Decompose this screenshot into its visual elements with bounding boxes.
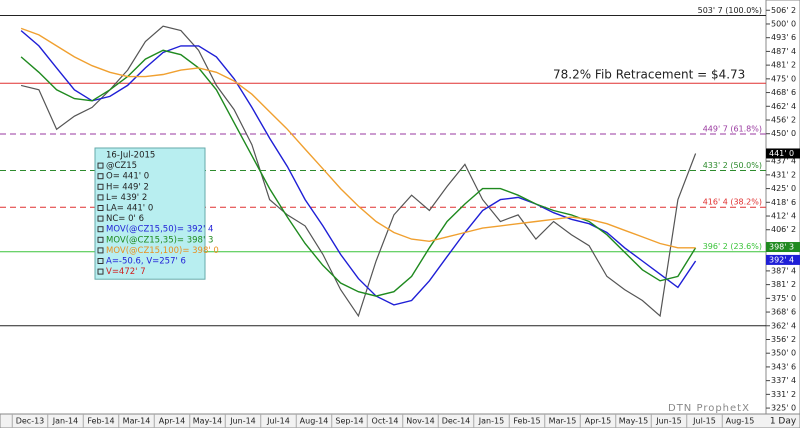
- info-line: O= 441' 0: [106, 172, 149, 182]
- x-tick-label: Apr-14: [159, 417, 185, 426]
- x-tick-label: May-14: [193, 417, 222, 426]
- info-line: L= 439' 2: [106, 193, 147, 203]
- x-tick-label: Feb-14: [87, 417, 114, 426]
- info-box: [94, 147, 206, 280]
- series-line: [20, 27, 696, 249]
- info-bullet: [97, 183, 104, 190]
- y-tick-label: 350' 0: [771, 349, 796, 358]
- info-line: 16-Jul-2015: [106, 151, 155, 161]
- y-tick-label: 450' 0: [771, 129, 796, 138]
- y-tick-label: 356' 2: [771, 335, 796, 344]
- y-tick-label: 425' 0: [771, 184, 796, 193]
- x-tick-label: May-15: [619, 417, 648, 426]
- info-line: MOV(@CZ15,35)= 398' 3: [106, 235, 213, 245]
- info-line: MOV(@CZ15,100)= 398' 0: [106, 246, 219, 256]
- y-tick-label: 368' 6: [771, 308, 796, 317]
- last-price-box: [766, 148, 800, 159]
- level-label: 449' 7 (61.8%): [703, 124, 762, 133]
- y-tick-label: 506' 2: [771, 6, 796, 15]
- info-line: @CZ15: [106, 161, 137, 171]
- last-price-box: [766, 242, 800, 253]
- y-axis-panel: [765, 0, 800, 415]
- x-tick-label: Dec-13: [16, 417, 45, 426]
- info-bullet: [97, 162, 104, 169]
- info-line: NC= 0' 6: [106, 214, 144, 224]
- info-bullet: [97, 236, 104, 243]
- y-tick-label: 475' 0: [771, 74, 796, 83]
- interval-label: 1 Day: [770, 417, 797, 427]
- x-tick-label: Sep-14: [335, 417, 363, 426]
- info-bullet: [97, 173, 104, 180]
- x-tick-label: Jun-14: [229, 417, 256, 426]
- x-tick-label: Oct-14: [372, 417, 399, 426]
- y-tick-label: 362' 4: [771, 321, 796, 330]
- x-tick-label: Mar-14: [123, 417, 151, 426]
- last-price-label: 441' 0: [769, 149, 794, 158]
- series-line: [20, 49, 697, 297]
- series-line: [20, 25, 697, 318]
- y-tick-label: 331' 2: [771, 390, 796, 399]
- last-price-label: 392' 4: [769, 255, 794, 264]
- last-price-label: 398' 3: [769, 243, 794, 252]
- x-tick-label: Jan-14: [52, 417, 78, 426]
- info-bullet: [97, 194, 104, 201]
- x-tick-label: Mar-15: [549, 417, 577, 426]
- x-tick-label: Nov-14: [406, 417, 434, 426]
- info-line: A=-50.6, V=257' 6: [106, 257, 186, 267]
- y-tick-label: 431' 2: [771, 170, 796, 179]
- y-tick-label: 493' 6: [771, 33, 796, 42]
- y-tick-label: 481' 2: [771, 61, 796, 70]
- info-bullet: [97, 258, 104, 264]
- y-tick-label: 487' 4: [771, 47, 796, 56]
- level-label: 433' 2 (50.0%): [703, 161, 762, 170]
- y-tick-label: 456' 2: [771, 115, 796, 124]
- y-tick-label: 437' 4: [771, 157, 796, 166]
- x-tick-label: Jun-15: [655, 417, 682, 426]
- info-line: LA= 441' 0: [106, 204, 153, 214]
- info-line: H= 449' 2: [106, 182, 149, 192]
- y-tick-label: 381' 2: [771, 280, 796, 289]
- y-tick-label: 375' 0: [771, 294, 796, 303]
- x-tick-label: Jul-14: [266, 417, 290, 426]
- last-price-box: [766, 254, 800, 265]
- x-tick-label: Aug-15: [726, 417, 755, 426]
- y-tick-label: 325' 0: [771, 404, 796, 413]
- x-tick-label: Feb-15: [513, 417, 540, 426]
- y-tick-label: 387' 4: [771, 266, 796, 275]
- info-line: V=472' 7: [106, 267, 146, 277]
- y-tick-label: 462' 4: [771, 102, 796, 111]
- x-tick-label: Apr-15: [585, 417, 611, 426]
- level-label: 503' 7 (100.0%): [698, 6, 762, 15]
- x-tick-label: Jan-15: [478, 417, 504, 426]
- info-bullet: [97, 226, 104, 233]
- y-tick-label: 500' 0: [771, 19, 796, 28]
- info-bullet: [97, 215, 104, 222]
- y-tick-label: 343' 6: [771, 362, 796, 371]
- x-tick-label: Dec-14: [442, 417, 471, 426]
- x-tick-label: Jul-15: [692, 417, 716, 426]
- watermark: DTN ProphetX: [668, 403, 750, 414]
- info-bullet: [97, 247, 104, 254]
- annotation: 78.2% Fib Retracement = $4.73: [553, 68, 745, 82]
- level-label: 416' 4 (38.2%): [703, 198, 762, 207]
- y-tick-label: 418' 6: [771, 198, 796, 207]
- x-axis-panel: [0, 413, 800, 428]
- info-bullet: [97, 205, 104, 211]
- info-line: MOV(@CZ15,50)= 392' 4: [106, 225, 213, 235]
- level-label: 396' 2 (23.6%): [703, 242, 762, 251]
- x-tick-label: Aug-14: [300, 417, 329, 426]
- y-tick-label: 337' 4: [771, 376, 796, 385]
- y-tick-label: 468' 6: [771, 88, 796, 97]
- series-line: [20, 30, 697, 306]
- y-tick-label: 406' 2: [771, 225, 796, 234]
- info-bullet: [97, 268, 104, 275]
- y-tick-label: 412' 4: [771, 212, 796, 221]
